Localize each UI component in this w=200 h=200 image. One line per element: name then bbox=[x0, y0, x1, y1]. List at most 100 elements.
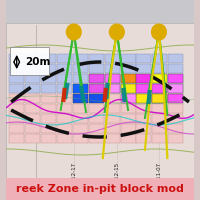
Bar bbox=[9, 124, 24, 133]
Bar bbox=[57, 84, 72, 93]
Bar bbox=[89, 84, 104, 93]
Bar bbox=[25, 54, 40, 63]
Text: F12-17: F12-17 bbox=[71, 162, 76, 181]
Bar bbox=[57, 64, 72, 73]
Bar bbox=[105, 74, 120, 83]
Bar bbox=[73, 84, 88, 93]
Bar bbox=[25, 124, 40, 133]
Bar bbox=[89, 74, 104, 83]
Bar bbox=[41, 104, 56, 113]
Bar bbox=[25, 134, 40, 143]
Bar bbox=[136, 104, 151, 113]
Bar bbox=[57, 104, 72, 113]
Bar bbox=[9, 54, 24, 63]
Bar bbox=[121, 84, 136, 93]
Bar bbox=[136, 94, 151, 103]
Bar bbox=[121, 74, 136, 83]
Bar bbox=[41, 94, 56, 103]
Bar bbox=[121, 124, 136, 133]
Circle shape bbox=[109, 24, 124, 40]
Bar bbox=[73, 134, 88, 143]
Bar bbox=[57, 114, 72, 123]
Bar bbox=[25, 64, 40, 73]
Bar bbox=[105, 94, 120, 103]
Bar bbox=[168, 94, 183, 103]
Bar bbox=[10, 47, 49, 75]
Bar bbox=[6, 178, 194, 200]
Bar bbox=[168, 64, 183, 73]
Bar bbox=[89, 54, 104, 63]
Bar bbox=[136, 64, 151, 73]
Bar bbox=[25, 94, 40, 103]
Bar bbox=[89, 84, 104, 93]
Bar bbox=[57, 124, 72, 133]
Bar bbox=[168, 74, 183, 83]
Bar bbox=[73, 54, 88, 63]
Bar bbox=[152, 104, 167, 113]
Bar bbox=[136, 54, 151, 63]
Bar bbox=[73, 84, 88, 93]
Bar bbox=[41, 84, 56, 93]
Bar bbox=[57, 94, 72, 103]
Text: F12-15: F12-15 bbox=[114, 162, 119, 181]
Bar bbox=[41, 124, 56, 133]
Bar bbox=[121, 94, 136, 103]
Bar bbox=[105, 104, 120, 113]
Bar bbox=[25, 104, 40, 113]
Bar bbox=[105, 54, 120, 63]
Bar bbox=[105, 124, 120, 133]
Bar bbox=[105, 84, 120, 93]
Bar bbox=[89, 94, 104, 103]
Bar bbox=[73, 74, 88, 83]
Bar bbox=[105, 114, 120, 123]
Bar bbox=[168, 124, 183, 133]
Bar bbox=[121, 74, 136, 83]
Bar bbox=[152, 134, 167, 143]
Bar bbox=[73, 94, 88, 103]
Bar bbox=[168, 84, 183, 93]
Bar bbox=[25, 114, 40, 123]
Bar bbox=[152, 64, 167, 73]
Bar bbox=[121, 54, 136, 63]
Bar bbox=[41, 74, 56, 83]
Bar bbox=[136, 114, 151, 123]
Bar bbox=[89, 94, 104, 103]
Bar bbox=[89, 74, 104, 83]
Bar bbox=[73, 114, 88, 123]
Bar bbox=[6, 23, 194, 178]
Text: 20m: 20m bbox=[25, 57, 51, 67]
Bar bbox=[136, 84, 151, 93]
Bar bbox=[9, 94, 24, 103]
Bar bbox=[136, 74, 151, 83]
Bar bbox=[168, 134, 183, 143]
Bar bbox=[152, 74, 167, 83]
Bar bbox=[105, 74, 120, 83]
Bar bbox=[9, 74, 24, 83]
Bar bbox=[121, 84, 136, 93]
Bar bbox=[136, 124, 151, 133]
Bar bbox=[152, 94, 167, 103]
Bar bbox=[152, 114, 167, 123]
Bar bbox=[41, 64, 56, 73]
Bar bbox=[152, 124, 167, 133]
Bar bbox=[105, 84, 120, 93]
Bar bbox=[136, 74, 151, 83]
Bar bbox=[152, 94, 167, 103]
Bar bbox=[105, 134, 120, 143]
Bar bbox=[89, 104, 104, 113]
Bar bbox=[168, 84, 183, 93]
Bar bbox=[9, 84, 24, 93]
Bar bbox=[136, 94, 151, 103]
Bar bbox=[152, 74, 167, 83]
Bar bbox=[121, 104, 136, 113]
Bar bbox=[168, 114, 183, 123]
Bar bbox=[41, 114, 56, 123]
Bar bbox=[168, 54, 183, 63]
Bar bbox=[89, 114, 104, 123]
Bar bbox=[168, 94, 183, 103]
Bar bbox=[121, 94, 136, 103]
Bar bbox=[9, 134, 24, 143]
Bar bbox=[152, 84, 167, 93]
Bar bbox=[73, 94, 88, 103]
Bar bbox=[168, 74, 183, 83]
